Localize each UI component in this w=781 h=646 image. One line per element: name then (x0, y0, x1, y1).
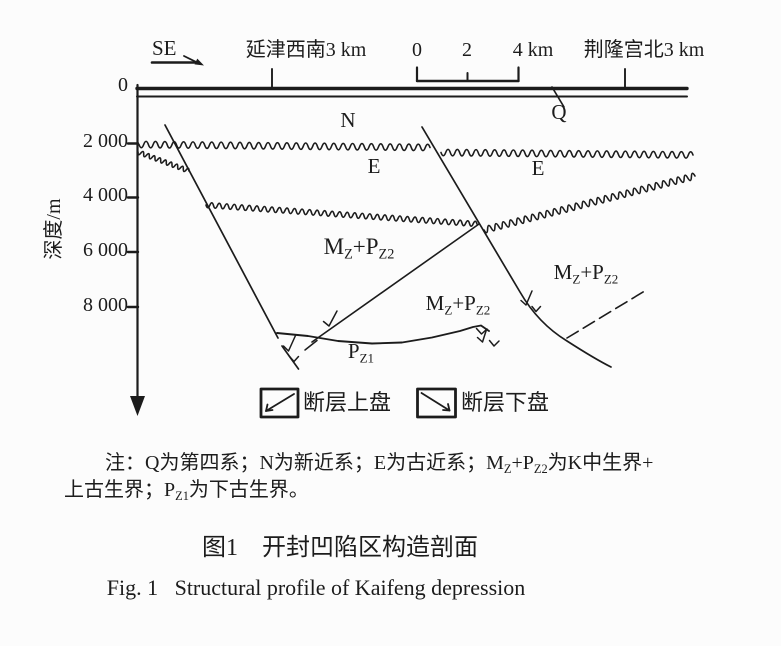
scalebar-label-4km: 4 km (512, 39, 554, 61)
n-e-boundary-right (440, 148, 694, 159)
label-stratum-e-right: E (531, 156, 545, 180)
dashed-boundary-right (566, 288, 649, 339)
figure-caption-zh: 图1 开封凹陷区构造剖面 (202, 535, 478, 561)
n-e-boundary-left (138, 140, 431, 152)
legend-hanging-wall-line (265, 393, 295, 412)
legend-label-footwall: 断层下盘 (461, 390, 550, 415)
left-location-label: 延津西南3 km (245, 39, 367, 61)
figure-note-line-2: 上古生界；PZ1为下古生界。 (64, 479, 309, 504)
legend-box-hanging-wall (259, 387, 300, 419)
legend-label-hanging-wall: 断层上盘 (303, 390, 392, 415)
label-stratum-mz-pz2-right: MZ+PZ2 (553, 260, 619, 287)
depth-label-6000: 6 000 (83, 239, 128, 261)
fault-east-arrow (520, 290, 533, 306)
legend-footwall-line (420, 392, 451, 412)
fault-east-vmark (531, 305, 542, 313)
legend-symbols (259, 387, 457, 419)
mz-base-diagonal (311, 223, 480, 343)
depth-axis (126, 83, 145, 416)
orientation-label: SE (152, 36, 177, 60)
depth-label-4000: 4 000 (83, 184, 128, 206)
pz1-top-boundary (276, 324, 490, 345)
se-arrow-shaft (183, 55, 198, 64)
fault-west-vmark (288, 355, 300, 363)
bump-vmark-left (475, 327, 488, 335)
e-mz-boundary-right (483, 172, 696, 234)
bump-vmark-right (488, 339, 500, 347)
e-mz-boundary-far-left (137, 150, 190, 173)
top-annotations (150, 55, 626, 108)
depth-axis-title: 深度/m (43, 198, 65, 260)
q-leader-line (551, 86, 565, 108)
e-mz-boundary-middle (205, 202, 478, 228)
se-arrowhead (194, 58, 204, 66)
label-stratum-n: N (340, 108, 356, 132)
fault-west-arrow (282, 334, 297, 352)
label-stratum-mz-pz2-main: MZ+PZ2 (323, 234, 395, 263)
right-location-label: 荆隆宫北3 km (583, 39, 705, 61)
diagonal-arrow (322, 310, 338, 327)
legend-hanging-wall-arrowhead (265, 403, 274, 412)
depth-axis-arrowhead (130, 396, 145, 416)
label-stratum-q: Q (551, 100, 567, 124)
legend-box-footwall (416, 387, 457, 419)
scalebar-label-2: 2 (462, 39, 472, 61)
fault-west (164, 124, 279, 339)
scalebar-label-0: 0 (412, 39, 422, 61)
depth-label-2000: 2 000 (83, 130, 128, 152)
legend-footwall-arrowhead (442, 403, 451, 412)
surface-lines (135, 86, 689, 98)
depth-label-8000: 8 000 (83, 294, 128, 316)
label-stratum-mz-pz2-mid: MZ+PZ2 (425, 291, 491, 318)
label-stratum-pz1: PZ1 (347, 339, 375, 366)
bump-hook-arrow (476, 328, 488, 343)
figure-caption-en: Fig. 1 Structural profile of Kaifeng dep… (106, 575, 526, 600)
figure-note-line-1: 注：Q为第四系；N为新近系；E为古近系；MZ+PZ2为K中生界+ (105, 452, 654, 477)
mz-base-diagonal-tick (304, 339, 318, 351)
strata-boundaries (137, 140, 696, 351)
label-stratum-e-left: E (367, 154, 381, 178)
profile-drawing (126, 55, 696, 419)
fault-east (421, 126, 612, 368)
depth-label-0: 0 (118, 74, 128, 96)
fault-slip-arrows (282, 290, 542, 363)
